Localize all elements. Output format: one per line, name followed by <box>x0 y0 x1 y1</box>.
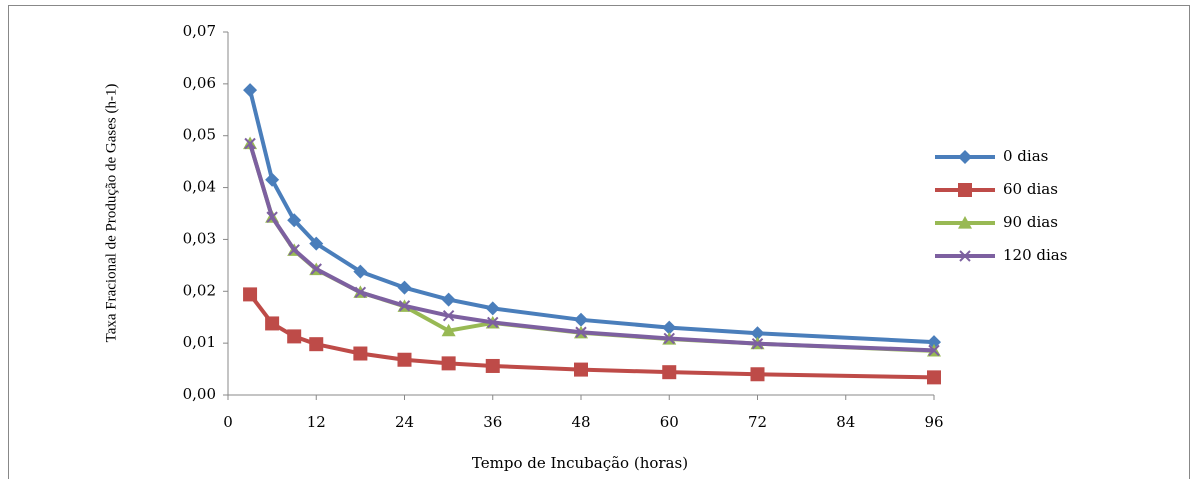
x-tick-label: 48 <box>571 413 590 431</box>
data-point <box>353 264 368 279</box>
legend-label: 120 dias <box>1003 246 1067 264</box>
data-point <box>310 263 322 275</box>
data-point <box>750 326 765 341</box>
x-tick-label: 0 <box>223 413 233 431</box>
y-axis-title: Taxa Fracional de Produção de Gases (h-1… <box>103 84 119 343</box>
data-point <box>265 172 280 187</box>
data-point <box>397 352 412 367</box>
x-tick-label: 36 <box>483 413 502 431</box>
y-tick-label: 0,00 <box>183 385 216 403</box>
data-point <box>398 300 411 312</box>
data-point <box>662 365 677 380</box>
chart-frame <box>8 5 1190 479</box>
data-point <box>287 213 302 228</box>
data-point <box>243 287 258 302</box>
data-point <box>441 292 456 307</box>
data-point <box>244 137 256 150</box>
data-point <box>265 316 280 331</box>
data-point <box>309 337 324 352</box>
data-point <box>487 316 499 329</box>
data-point <box>928 344 940 357</box>
x-tick-label: 12 <box>307 413 326 431</box>
data-point <box>662 320 677 335</box>
x-tick-label: 96 <box>924 413 943 431</box>
data-point <box>309 236 324 251</box>
series-line <box>248 142 935 353</box>
legend-marker <box>958 183 972 197</box>
x-tick-label: 24 <box>395 413 414 431</box>
data-point <box>287 329 302 344</box>
y-tick-label: 0,04 <box>183 178 216 196</box>
data-point <box>288 244 300 256</box>
data-point <box>441 356 456 371</box>
legend-label: 90 dias <box>1003 213 1058 231</box>
legend-label: 60 dias <box>1003 180 1058 198</box>
legend-marker <box>958 216 972 229</box>
y-tick-label: 0,06 <box>183 74 216 92</box>
x-tick-label: 72 <box>748 413 767 431</box>
data-point <box>485 301 500 316</box>
data-point <box>750 367 765 382</box>
data-point <box>397 280 412 295</box>
legend-label: 0 dias <box>1003 147 1048 165</box>
data-point <box>751 337 764 350</box>
data-point <box>243 83 258 98</box>
data-point <box>441 323 456 337</box>
data-point <box>266 211 278 223</box>
x-tick-label: 84 <box>836 413 855 431</box>
data-point <box>663 332 675 345</box>
y-tick-label: 0,07 <box>183 22 216 40</box>
series-line <box>248 89 935 345</box>
data-point <box>575 326 587 338</box>
y-tick-label: 0,05 <box>183 126 216 144</box>
data-point <box>927 370 941 385</box>
y-tick-label: 0,01 <box>183 333 216 351</box>
x-tick-label: 60 <box>660 413 679 431</box>
y-tick-label: 0,03 <box>183 229 216 247</box>
legend-marker <box>959 250 971 262</box>
data-point <box>574 362 588 377</box>
data-point <box>353 346 368 361</box>
y-tick-label: 0,02 <box>183 281 216 299</box>
legend-marker <box>958 150 972 164</box>
x-axis-title: Tempo de Incubação (horas) <box>472 454 688 472</box>
data-point <box>442 309 455 322</box>
data-point <box>574 312 588 327</box>
data-point <box>354 286 367 299</box>
data-point <box>485 358 500 373</box>
